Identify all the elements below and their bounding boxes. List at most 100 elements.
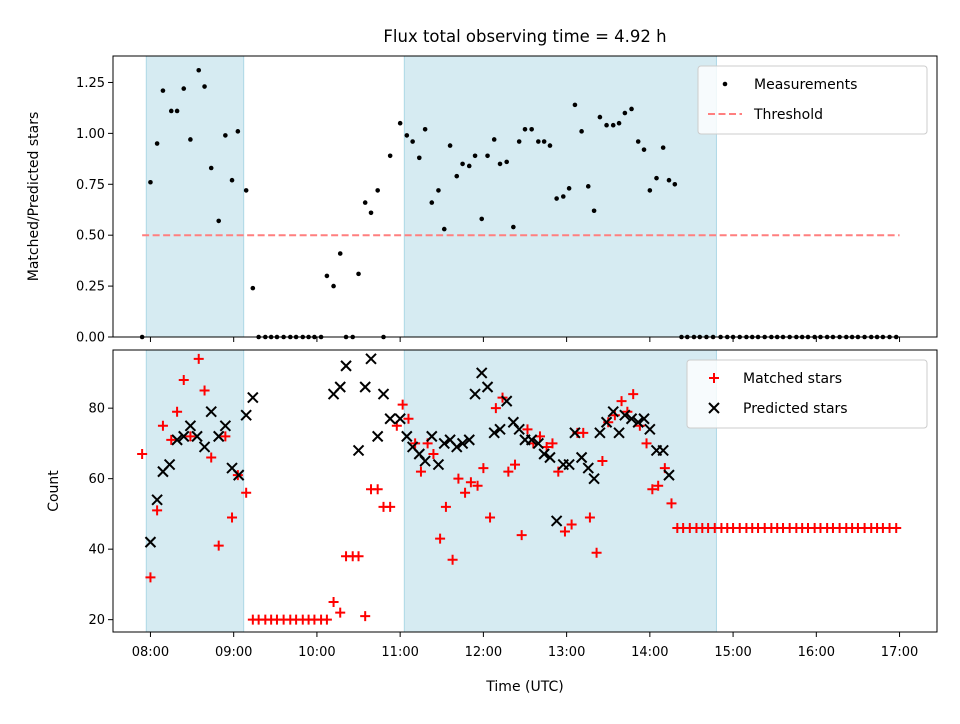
predicted-star-marker: [240, 409, 252, 421]
predicted-star-marker: [600, 416, 613, 428]
ratio-panel: 0.00 0.25 0.50 0.75 1.00 1.25 Matched/Predicte…: [26, 55, 938, 346]
measurement-point: [654, 175, 659, 181]
measurement-point: [472, 153, 478, 159]
predicted-star-marker: [469, 388, 481, 400]
measurement-point: [243, 188, 249, 193]
predicted-star-marker: [476, 367, 488, 379]
predicted-star-marker: [151, 494, 163, 506]
predicted-star-marker: [500, 395, 513, 407]
matched-star-marker: [653, 480, 664, 491]
matched-star-marker: [584, 512, 595, 523]
predicted-star-marker: [352, 444, 365, 457]
predicted-star-marker: [494, 423, 506, 436]
y-tick-label: 1.00: [76, 127, 105, 142]
measurement-point: [479, 216, 485, 222]
matched-star-marker: [193, 353, 204, 364]
legend-marker-predicted: [708, 402, 720, 414]
measurement-point: [491, 137, 497, 142]
measurement-point: [672, 181, 678, 187]
x-tick-label: 14:00: [631, 645, 668, 660]
predicted-star-marker: [451, 441, 463, 453]
shaded-interval: [145, 55, 245, 338]
matched-star-marker: [145, 572, 156, 583]
measurement-point: [466, 163, 472, 169]
predicted-star-marker: [144, 536, 157, 548]
predicted-star-marker: [544, 451, 556, 464]
measurement-point: [404, 133, 410, 138]
measurement-point: [375, 188, 380, 193]
predicted-star-marker: [334, 381, 346, 393]
measurement-point: [497, 161, 503, 167]
predicted-star-marker: [247, 391, 259, 404]
predicted-star-marker: [205, 405, 217, 418]
predicted-star-marker: [401, 430, 413, 443]
y-tick-label: 80: [88, 402, 105, 417]
measurement-point: [387, 153, 393, 159]
predicted-star-marker: [426, 430, 438, 443]
predicted-star-marker: [359, 381, 371, 393]
predicted-star-marker: [632, 416, 644, 428]
predicted-star-marker: [219, 420, 232, 432]
measurement-point: [160, 88, 166, 93]
matched-star-marker: [372, 484, 383, 495]
measurement-point: [629, 106, 634, 112]
legend-box: [686, 359, 928, 429]
measurement-point: [541, 139, 547, 144]
matched-star-marker: [522, 424, 533, 435]
legend-label: Measurements: [754, 77, 857, 93]
measurement-point: [188, 137, 193, 142]
measurement-point: [168, 108, 174, 114]
matched-star-marker: [152, 505, 163, 516]
predicted-star-marker: [663, 469, 675, 481]
measurement-point: [511, 224, 516, 230]
matched-star-marker: [199, 385, 210, 396]
predicted-star-marker: [371, 430, 384, 443]
matched-star-marker: [609, 410, 620, 421]
matched-star-marker: [428, 448, 439, 459]
matched-star-marker: [485, 512, 496, 523]
matched-star-marker: [516, 530, 527, 541]
measurement-point: [331, 283, 336, 289]
matched-star-marker: [241, 487, 252, 498]
matched-star-marker: [559, 526, 570, 537]
matched-star-marker: [220, 431, 231, 442]
predicted-star-marker: [438, 437, 450, 450]
predicted-star-marker: [513, 423, 525, 436]
measurement-point: [202, 84, 207, 89]
axes-frame: [112, 349, 938, 633]
measurement-point: [410, 139, 415, 144]
x-tick-label: 16:00: [798, 645, 835, 660]
matched-star-marker: [440, 501, 451, 512]
predicted-star-marker: [456, 437, 469, 450]
measurement-point: [422, 127, 428, 132]
matched-star-marker: [503, 466, 514, 477]
legend-marker-measurements: [722, 81, 728, 87]
matched-star-marker: [321, 614, 332, 625]
x-tick-label: 09:00: [215, 645, 252, 660]
measurement-point: [647, 188, 653, 193]
measurement-point: [337, 251, 343, 256]
predicted-star-marker: [463, 434, 475, 446]
matched-star-marker: [415, 466, 426, 477]
matched-star-marker: [157, 420, 168, 431]
measurement-point: [356, 271, 361, 277]
matched-star-marker: [206, 452, 217, 463]
matched-star-marker: [403, 413, 414, 424]
measurement-point: [591, 208, 597, 214]
y-tick-label: 1.25: [76, 76, 105, 91]
predicted-star-marker: [525, 434, 538, 446]
matched-star-marker: [360, 611, 371, 622]
measurement-point: [622, 110, 628, 116]
predicted-star-marker: [377, 388, 390, 400]
measurement-point: [436, 188, 441, 193]
y-tick-label: 0.25: [76, 280, 105, 295]
matched-star-marker: [603, 417, 614, 428]
predicted-star-marker: [575, 451, 588, 464]
predicted-star-marker: [625, 413, 638, 425]
shaded-interval: [145, 349, 245, 633]
count-panel: 20 40 60 80 08:00 09:00 10:00 11:00 12:00 13:00 14…: [46, 349, 938, 660]
axes-frame: [112, 55, 938, 338]
y-tick-label: 40: [88, 543, 105, 558]
predicted-star-marker: [550, 515, 563, 527]
